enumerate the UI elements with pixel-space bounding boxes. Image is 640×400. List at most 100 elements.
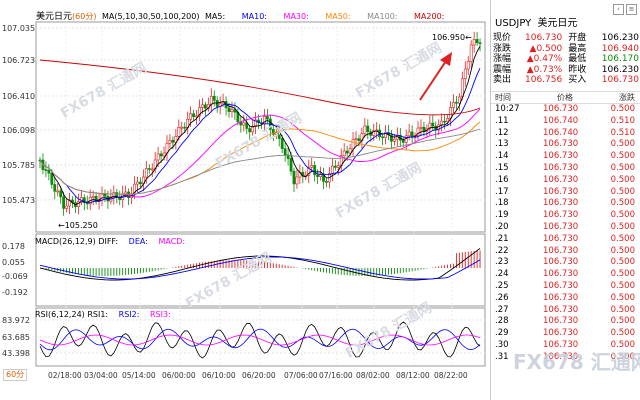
candle-body: [280, 138, 284, 149]
ma200-line: [39, 59, 481, 116]
candle-body: [233, 109, 237, 113]
tick-time: .14: [495, 151, 509, 162]
chart-area[interactable]: 107.035 106.723 106.410 106.098 105.785 105.4…: [0, 0, 490, 400]
quote-label: 买入: [568, 75, 587, 86]
candle-body: [330, 165, 334, 174]
ma-item: MA30:: [283, 12, 309, 21]
tick-change: 0.500: [610, 186, 635, 197]
time-axis-label: 08/12:00: [396, 371, 430, 380]
tick-time: .28: [495, 316, 509, 327]
ticks-header: 时间 价格 涨跌: [491, 91, 640, 104]
quote-row: 震幅 ▲0.73% 昨收 106.230: [493, 65, 639, 76]
candle-body: [286, 154, 290, 159]
candle-body: [274, 132, 278, 135]
tick-change: 0.500: [610, 162, 635, 173]
candle-body: [457, 96, 461, 104]
tick-time: 10:27: [495, 104, 520, 114]
tick-row: .19 106.730 0.500: [491, 210, 640, 222]
candlestick-chart[interactable]: 107.035 106.723 106.410 106.098 105.785 105.4…: [0, 0, 490, 400]
quote-label: 震幅: [493, 64, 512, 75]
period-select[interactable]: 60分: [3, 369, 28, 381]
tick-change: 0.500: [610, 257, 635, 268]
candle-body: [336, 165, 340, 168]
quote-label: 涨跌: [493, 43, 512, 54]
tick-price: 106.730: [543, 339, 579, 350]
candle-body: [345, 150, 349, 154]
tick-row: .28 106.730 0.500: [491, 316, 640, 328]
candle-body: [351, 139, 355, 150]
ticks-header-price: 价格: [557, 93, 573, 102]
tick-row: .23 106.730 0.500: [491, 257, 640, 269]
ticks-list[interactable]: 10:27 106.730 0.500 .11 106.740 0.510 .12 106.7…: [491, 104, 640, 364]
tick-time: .21: [495, 233, 509, 244]
ticks-header-change: 涨跌: [619, 93, 635, 102]
tick-change: 0.500: [610, 328, 635, 339]
price-axis-label: 105.785: [2, 161, 35, 170]
candle-body: [59, 190, 63, 198]
tick-change: 0.500: [610, 210, 635, 221]
quote-label: 卖出: [493, 75, 512, 86]
candle-body: [254, 119, 257, 127]
candle-body: [168, 139, 172, 144]
candle-body: [443, 120, 447, 123]
time-axis-label: 06/00:00: [162, 371, 196, 380]
candle-body: [242, 122, 246, 126]
candle-body: [384, 132, 387, 138]
candle-body: [466, 61, 470, 70]
quote-row: 现价 106.730 开盘 106.230: [493, 33, 639, 44]
candle-body: [392, 138, 396, 142]
quote-value: ▲0.73%: [526, 64, 563, 75]
candle-body: [440, 120, 444, 126]
candle-body: [68, 199, 71, 207]
candle-body: [342, 150, 346, 157]
chart-title: 美元日元: [36, 12, 73, 22]
panel-toolbar: ‹ ≡: [611, 4, 637, 15]
tick-time: .20: [495, 221, 509, 232]
candle-body: [472, 39, 476, 46]
time-axis-label: 07/06:00: [284, 371, 318, 380]
candle-body: [144, 168, 148, 178]
candle-body: [390, 134, 393, 142]
candle-body: [460, 78, 464, 98]
collapse-icon[interactable]: ‹: [613, 4, 624, 15]
macd-item: DEA:: [128, 237, 148, 246]
tick-price: 106.740: [543, 115, 579, 126]
logo-text: FX678 汇通网: [513, 350, 640, 374]
candle-body: [363, 125, 367, 134]
candle-body: [307, 166, 311, 176]
candle-body: [189, 113, 193, 120]
candle-body: [366, 125, 370, 132]
tick-time: .27: [495, 304, 509, 315]
tick-price: 106.740: [543, 127, 579, 138]
candle-body: [357, 138, 361, 141]
high-price-label: 106.950←: [432, 33, 472, 42]
tick-row: 10:27 106.730 0.500: [491, 104, 640, 116]
tick-row: .12 106.740 0.510: [491, 128, 640, 140]
tick-price: 106.730: [543, 221, 579, 232]
tick-time: .17: [495, 186, 509, 197]
candle-body: [319, 174, 322, 177]
quote-value: 106.730: [601, 75, 639, 86]
candle-body: [316, 174, 320, 177]
candle-body: [227, 107, 231, 112]
settings-icon[interactable]: ≡: [626, 4, 637, 15]
candle-body: [159, 153, 163, 157]
ma5-line: [39, 46, 481, 206]
tick-row: .17 106.730 0.500: [491, 187, 640, 199]
candle-body: [333, 165, 337, 168]
tick-time: .12: [495, 127, 509, 138]
candle-body: [94, 195, 98, 202]
candle-body: [416, 127, 420, 136]
candle-body: [183, 126, 187, 129]
tick-change: 0.500: [610, 292, 635, 303]
tick-change: 0.500: [610, 280, 635, 291]
tick-price: 106.730: [543, 257, 579, 268]
price-axis-label: 105.473: [2, 196, 35, 205]
quote-panel: ‹ ≡ USDJPY 美元日元 现价 106.730 开盘 106.230 涨跌 ▲0.50…: [490, 0, 640, 400]
tick-change: 0.500: [610, 269, 635, 280]
tick-time: .18: [495, 198, 509, 209]
tick-price: 106.730: [543, 151, 579, 162]
candle-body: [283, 148, 287, 156]
ma-label: MA(5,10,30,50,100,200): [101, 12, 200, 21]
macd-title: MACD(26,12,9): [35, 237, 96, 246]
